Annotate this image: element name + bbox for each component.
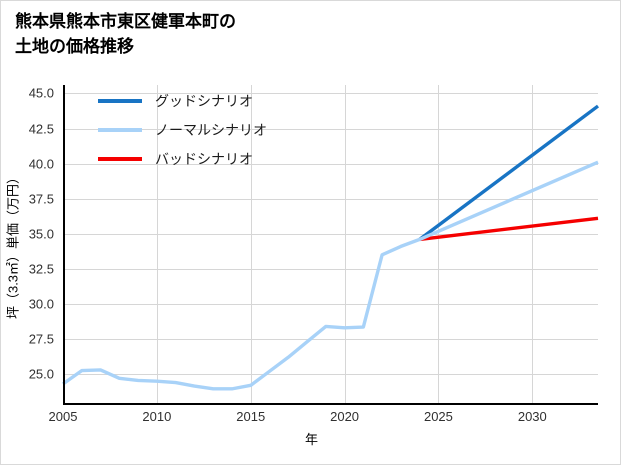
y-axis-tick-label: 32.5 [28,261,54,277]
series-lines [62,104,600,391]
y-axis-title-wrap: 坪（3.3㎡）単価（万円） [1,85,23,405]
y-axis-tick-label: 27.5 [28,331,54,347]
gridline-horizontal [63,163,598,165]
gridline-horizontal [63,303,598,305]
x-axis-tick-label: 2005 [48,409,78,424]
x-axis-tick-label: 2010 [142,409,172,424]
legend-color-swatch [98,157,142,161]
gridline-horizontal [63,268,598,270]
x-axis-spine [63,403,598,405]
series-line [419,216,599,242]
chart-legend: グッドシナリオ ノーマルシナリオ バッドシナリオ [98,91,267,169]
gridline-vertical [156,85,158,405]
gridline-horizontal [63,93,598,95]
legend-item-label: ノーマルシナリオ [155,122,267,138]
y-axis-tick-label: 40.0 [28,156,54,172]
chart-title: 熊本県熊本市東区健軍本町の 土地の価格推移 [15,12,236,56]
x-axis-tick-label: 2020 [330,409,360,424]
gridline-vertical [438,85,440,405]
x-axis-tick-label: 2025 [423,409,453,424]
gridline-horizontal [63,198,598,200]
gridline-horizontal [63,374,598,376]
y-axis-tick-label: 30.0 [28,296,54,312]
gridline-horizontal [63,128,598,130]
legend-item: グッドシナリオ [98,91,267,111]
series-line [62,160,599,391]
legend-item-label: バッドシナリオ [155,151,253,167]
y-axis-tick-label: 25.0 [28,366,54,382]
plot-area [62,85,600,405]
gridline-vertical [532,85,534,405]
y-axis-tick-label: 45.0 [28,85,54,101]
legend-color-swatch [98,99,142,103]
legend-item-label: グッドシナリオ [155,93,253,109]
gridline-horizontal [63,339,598,341]
gridline-vertical [344,85,346,405]
gridline-horizontal [63,233,598,235]
legend-color-swatch [98,128,142,132]
y-axis-tick-label: 37.5 [28,191,54,207]
gridline-vertical [250,85,252,405]
legend-item: バッドシナリオ [98,149,267,169]
y-axis-title: 坪（3.3㎡）単価（万円） [5,170,21,320]
y-axis-tick-label: 35.0 [28,226,54,242]
legend-item: ノーマルシナリオ [98,120,267,140]
series-line [418,104,600,241]
x-axis-tick-label: 2030 [517,409,547,424]
y-axis-spine [63,85,65,405]
x-axis-title: 年 [304,432,318,447]
x-axis-tick-label: 2015 [236,409,266,424]
y-axis-tick-label: 42.5 [28,121,54,136]
